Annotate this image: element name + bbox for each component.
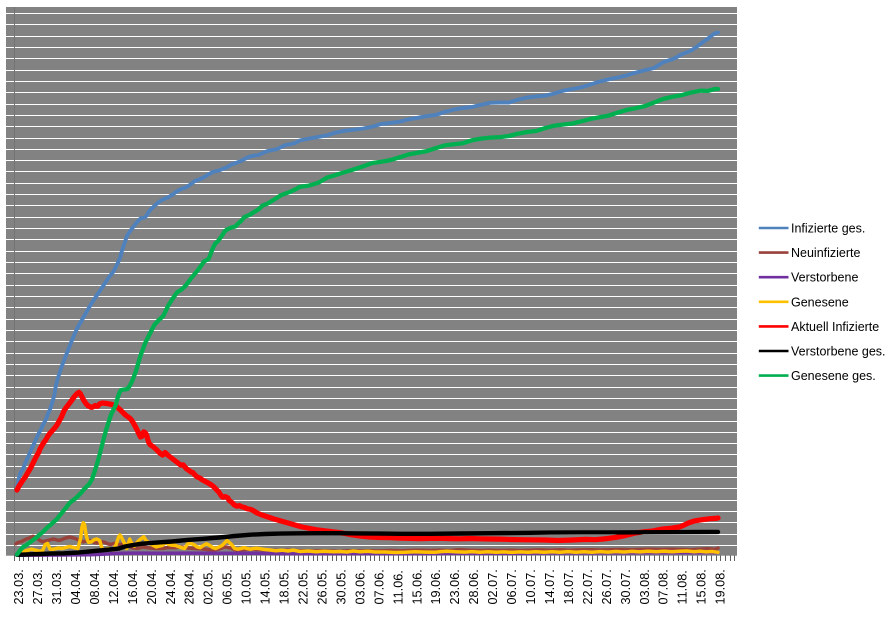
svg-text:07.06.: 07.06.	[372, 569, 386, 604]
svg-text:26.05.: 26.05.	[316, 569, 330, 604]
svg-text:16.04.: 16.04.	[126, 569, 140, 604]
svg-text:14.07.: 14.07.	[543, 569, 557, 604]
svg-text:30.05.: 30.05.	[334, 569, 348, 604]
svg-text:10.05.: 10.05.	[240, 569, 254, 604]
svg-text:02.05.: 02.05.	[202, 569, 216, 604]
svg-text:Infizierte ges.: Infizierte ges.	[791, 222, 865, 236]
svg-text:06.05.: 06.05.	[221, 569, 235, 604]
svg-text:10.07.: 10.07.	[524, 569, 538, 604]
svg-text:30.07.: 30.07.	[619, 569, 633, 604]
svg-text:Neuinfizierte: Neuinfizierte	[791, 246, 861, 260]
svg-text:12.04.: 12.04.	[107, 569, 121, 604]
svg-text:Aktuell Infizierte: Aktuell Infizierte	[791, 320, 879, 334]
svg-text:11.06.: 11.06.	[391, 570, 405, 604]
svg-text:15.06.: 15.06.	[410, 569, 424, 604]
svg-text:26.07.: 26.07.	[600, 569, 614, 604]
svg-text:18.07.: 18.07.	[562, 569, 576, 604]
svg-text:28.04.: 28.04.	[183, 569, 197, 604]
svg-text:31.03.: 31.03.	[50, 569, 64, 604]
svg-text:28.06.: 28.06.	[467, 569, 481, 604]
svg-text:19.06.: 19.06.	[429, 569, 443, 604]
svg-text:22.07.: 22.07.	[581, 569, 595, 604]
svg-text:14.05.: 14.05.	[259, 569, 273, 604]
svg-text:03.08.: 03.08.	[638, 569, 652, 604]
svg-text:08.04.: 08.04.	[88, 569, 102, 604]
svg-text:23.06.: 23.06.	[448, 569, 462, 604]
svg-text:04.04.: 04.04.	[69, 569, 83, 604]
svg-text:27.03.: 27.03.	[31, 569, 45, 604]
svg-text:23.03.: 23.03.	[12, 569, 26, 604]
svg-text:18.05.: 18.05.	[278, 569, 292, 604]
svg-text:24.04.: 24.04.	[164, 569, 178, 604]
svg-text:03.06.: 03.06.	[353, 569, 367, 604]
svg-text:Verstorbene: Verstorbene	[791, 271, 858, 285]
svg-text:07.08.: 07.08.	[657, 569, 671, 604]
svg-text:Genesene ges.: Genesene ges.	[791, 369, 876, 383]
svg-text:20.04.: 20.04.	[145, 569, 159, 604]
svg-text:02.07.: 02.07.	[486, 569, 500, 604]
svg-text:Genesene: Genesene	[791, 295, 849, 309]
svg-text:11.08.: 11.08.	[676, 570, 690, 604]
svg-text:19.08.: 19.08.	[714, 569, 728, 604]
svg-text:06.07.: 06.07.	[505, 569, 519, 604]
svg-text:22.05.: 22.05.	[297, 569, 311, 604]
svg-text:15.08.: 15.08.	[695, 569, 709, 604]
svg-text:Verstorbene ges.: Verstorbene ges.	[791, 345, 886, 359]
